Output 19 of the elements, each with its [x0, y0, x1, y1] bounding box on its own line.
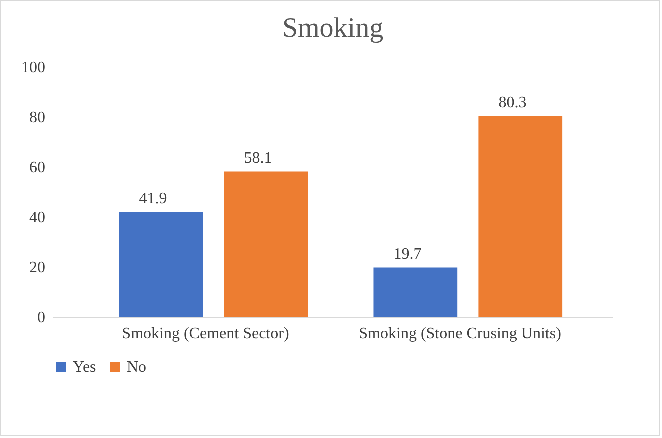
x-tick-label: Smoking (Cement Sector) — [122, 326, 290, 342]
x-tick-label: Smoking (Stone Crusing Units) — [359, 326, 562, 342]
y-tick-label: 40 — [30, 210, 46, 226]
y-tick-label: 100 — [22, 60, 46, 76]
bar — [374, 268, 458, 317]
y-tick-label: 80 — [30, 110, 46, 126]
y-tick-label: 20 — [30, 260, 46, 276]
data-label: 80.3 — [498, 94, 527, 112]
bar — [119, 212, 204, 317]
legend-label: No — [127, 359, 147, 376]
legend-label: Yes — [73, 359, 96, 376]
data-label: 41.9 — [139, 190, 168, 208]
data-label: 58.1 — [244, 150, 272, 167]
bar — [478, 116, 563, 317]
bar — [224, 172, 308, 317]
chart-title: Smoking — [282, 13, 384, 44]
y-tick-label: 0 — [38, 310, 46, 326]
y-tick-label: 60 — [30, 160, 46, 176]
data-label: 19.7 — [394, 246, 422, 263]
